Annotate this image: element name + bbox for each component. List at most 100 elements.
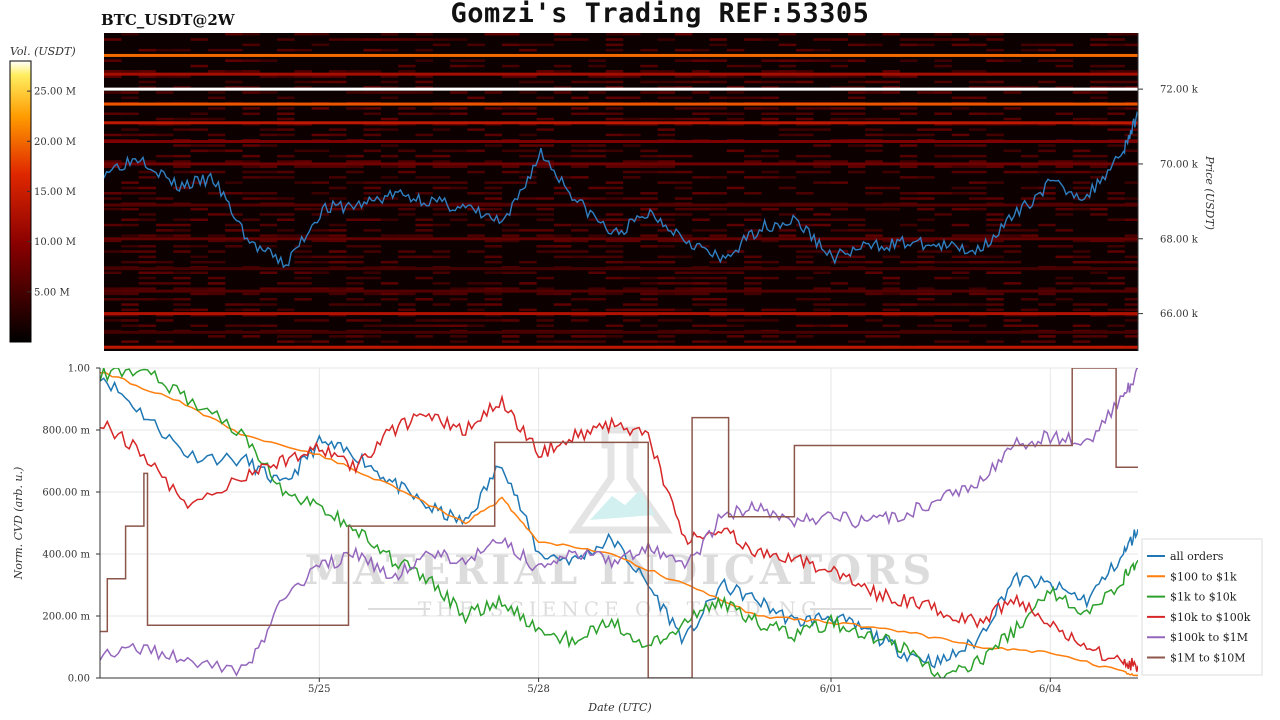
heatmap-cell [363, 335, 381, 338]
heatmap-cell [709, 313, 727, 317]
heatmap-cell [207, 292, 226, 296]
heatmap-cell [1090, 80, 1108, 84]
heatmap-cell [917, 197, 935, 200]
heatmap-cell [104, 271, 122, 274]
heatmap-cell [242, 324, 260, 327]
heatmap-cell [242, 303, 260, 306]
heatmap-cell [796, 250, 814, 253]
heatmap-cell [155, 117, 174, 121]
heatmap-cell [951, 38, 970, 41]
heatmap-cell [1020, 154, 1039, 158]
heatmap-cell [934, 276, 952, 280]
heatmap-cell [121, 313, 139, 317]
heatmap-band [104, 87, 1138, 91]
heatmap-cell [726, 213, 745, 216]
heatmap-cell [242, 33, 260, 36]
heatmap-cell [467, 207, 485, 211]
heatmap-cell [796, 112, 814, 115]
heatmap-cell [709, 308, 727, 312]
heatmap-cell [934, 128, 952, 131]
heatmap-cell [1038, 313, 1056, 317]
heatmap-cell [259, 324, 278, 327]
heatmap-cell [259, 133, 278, 137]
heatmap-cell [813, 324, 831, 327]
heatmap-cell [398, 149, 416, 153]
heatmap-cell [865, 335, 883, 338]
heatmap-cell [190, 245, 208, 248]
heatmap-cell [1090, 91, 1108, 94]
cvd-x-tick-label: 5/28 [527, 684, 549, 695]
heatmap-cell [519, 112, 537, 115]
heatmap-cell [1003, 86, 1022, 89]
heatmap-cell [726, 271, 745, 274]
heatmap-cell [588, 112, 606, 115]
heatmap-cell [138, 298, 157, 301]
heatmap-cell [709, 96, 727, 100]
price-axis-label: Price (USDT) [1203, 155, 1216, 230]
heatmap-cell [709, 207, 727, 211]
heatmap-cell [744, 260, 762, 264]
heatmap-cell [657, 80, 676, 84]
heatmap-cell [553, 33, 572, 36]
heatmap-cell [242, 197, 260, 200]
price-tick-label: 72.00 k [1160, 85, 1199, 96]
heatmap-cell [311, 255, 330, 259]
heatmap-cell [709, 123, 727, 126]
heatmap-cell [796, 260, 814, 264]
heatmap-cell [450, 91, 468, 94]
heatmap-cell [899, 144, 918, 147]
heatmap-cell [1003, 223, 1022, 227]
heatmap-cell [398, 165, 416, 168]
heatmap-cell [1038, 170, 1056, 174]
heatmap-cell [277, 218, 295, 221]
heatmap-cell [467, 59, 485, 62]
heatmap-cell [778, 43, 797, 47]
heatmap-cell [1003, 107, 1022, 110]
heatmap-cell [346, 340, 364, 343]
heatmap-cell [674, 255, 693, 259]
heatmap-cell [969, 197, 987, 200]
heatmap-cell [934, 38, 952, 41]
heatmap-cell [346, 160, 364, 163]
heatmap-cell [796, 255, 814, 259]
heatmap-cell [882, 133, 900, 137]
heatmap-cell [207, 107, 226, 110]
heatmap-cell [398, 250, 416, 253]
heatmap-cell [104, 112, 122, 115]
heatmap-cell [986, 213, 1004, 216]
heatmap-cell [104, 298, 122, 301]
heatmap-cell [761, 239, 779, 243]
heatmap-cell [104, 313, 122, 317]
heatmap-cell [155, 229, 174, 232]
heatmap-cell [415, 276, 433, 280]
heatmap-cell [969, 181, 987, 184]
heatmap-cell [934, 64, 952, 68]
heatmap-cell [813, 48, 831, 52]
heatmap-cell [328, 133, 347, 137]
heatmap-cell [190, 207, 208, 211]
heatmap-cell [121, 186, 139, 190]
heatmap-cell [190, 324, 208, 327]
heatmap-cell [138, 86, 157, 89]
heatmap-cell [1038, 123, 1056, 126]
heatmap-cell [657, 154, 676, 158]
heatmap-cell [778, 245, 797, 248]
heatmap-cell [847, 303, 866, 306]
heatmap-cell [657, 128, 676, 131]
heatmap-cell [363, 271, 381, 274]
heatmap-cell [1124, 287, 1138, 290]
heatmap-cell [207, 213, 226, 216]
heatmap-cell [225, 229, 243, 232]
heatmap-cell [847, 313, 866, 317]
heatmap-cell [450, 335, 468, 338]
heatmap-cell [623, 144, 641, 147]
heatmap-cell [121, 112, 139, 115]
heatmap-cell [467, 287, 485, 290]
heatmap-cell [104, 70, 122, 73]
heatmap-cell [155, 48, 174, 52]
cvd-y-ticks: 0.00 200.00 m 400.00 m 600.00 m 800.00 m 1.00 [42, 364, 100, 685]
heatmap-cell [328, 335, 347, 338]
heatmap-cell [709, 229, 727, 232]
heatmap-cell [1124, 197, 1138, 200]
heatmap-cell [311, 260, 330, 264]
